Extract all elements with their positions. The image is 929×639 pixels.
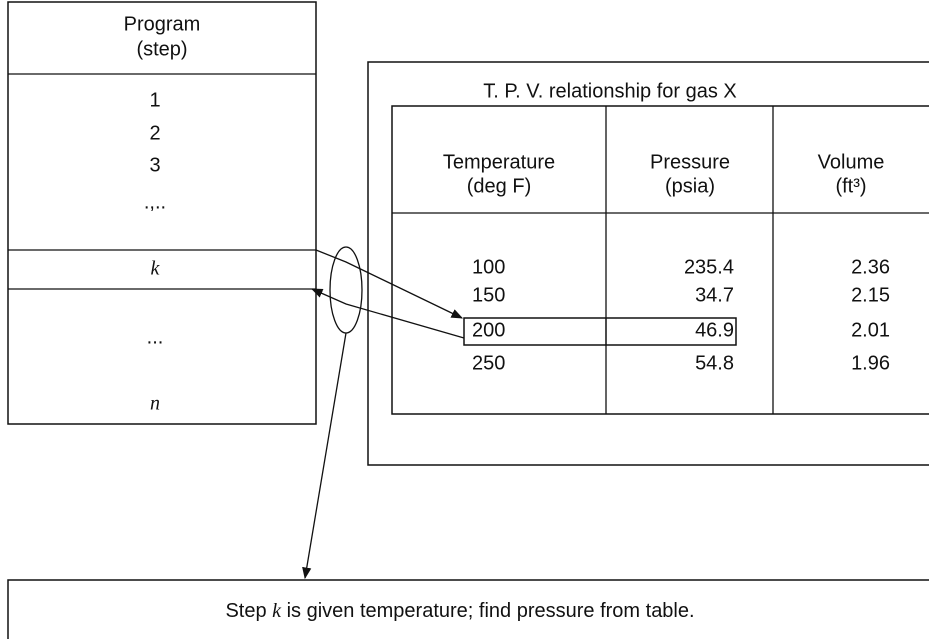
program-title: (step)	[136, 38, 187, 60]
caption-part: k	[272, 600, 282, 622]
step: .,..	[144, 191, 166, 213]
program-title: Program	[124, 13, 201, 35]
program-box	[7, 1, 317, 425]
column-header: Pressure	[650, 151, 730, 173]
highlight-box	[463, 317, 737, 346]
arrow	[310, 288, 465, 339]
column-header: Temperature	[443, 151, 555, 173]
column-header: Volume	[818, 151, 885, 173]
ellipse	[329, 246, 363, 334]
caption-part: Step	[225, 600, 272, 622]
arrow	[302, 332, 347, 580]
caption-box	[7, 579, 929, 639]
cell: 2.15	[851, 284, 890, 306]
column-header: (ft³)	[835, 175, 866, 197]
cell: 46.9	[695, 319, 734, 341]
step: n	[150, 393, 160, 415]
caption-part: is given temperature; find pressure from…	[281, 600, 695, 622]
table-rows: 100 235.4 2.36 150 34.7 2.15 200 46.9 2.01 250 54.…	[472, 256, 890, 374]
step: k	[151, 258, 161, 280]
step: ...	[147, 326, 164, 348]
step: 2	[149, 122, 160, 144]
table-title: T. P. V. relationship for gas X	[483, 80, 737, 102]
cell: 2.36	[851, 256, 890, 278]
cell: 2.01	[851, 319, 890, 341]
arrow	[315, 249, 464, 319]
cell: 54.8	[695, 352, 734, 374]
table-border	[391, 105, 929, 415]
cell: 100	[472, 256, 505, 278]
cell: 150	[472, 284, 505, 306]
cell: 250	[472, 352, 505, 374]
cell: 200	[472, 319, 505, 341]
cell: 34.7	[695, 284, 734, 306]
column-header: (psia)	[665, 175, 715, 197]
cell: 235.4	[684, 256, 734, 278]
column-header: (deg F)	[467, 175, 531, 197]
table-frame	[367, 61, 929, 466]
cell: 1.96	[851, 352, 890, 374]
caption: Step k is given temperature; find pressu…	[225, 600, 694, 623]
step: 1	[149, 89, 160, 111]
step: 3	[149, 154, 160, 176]
